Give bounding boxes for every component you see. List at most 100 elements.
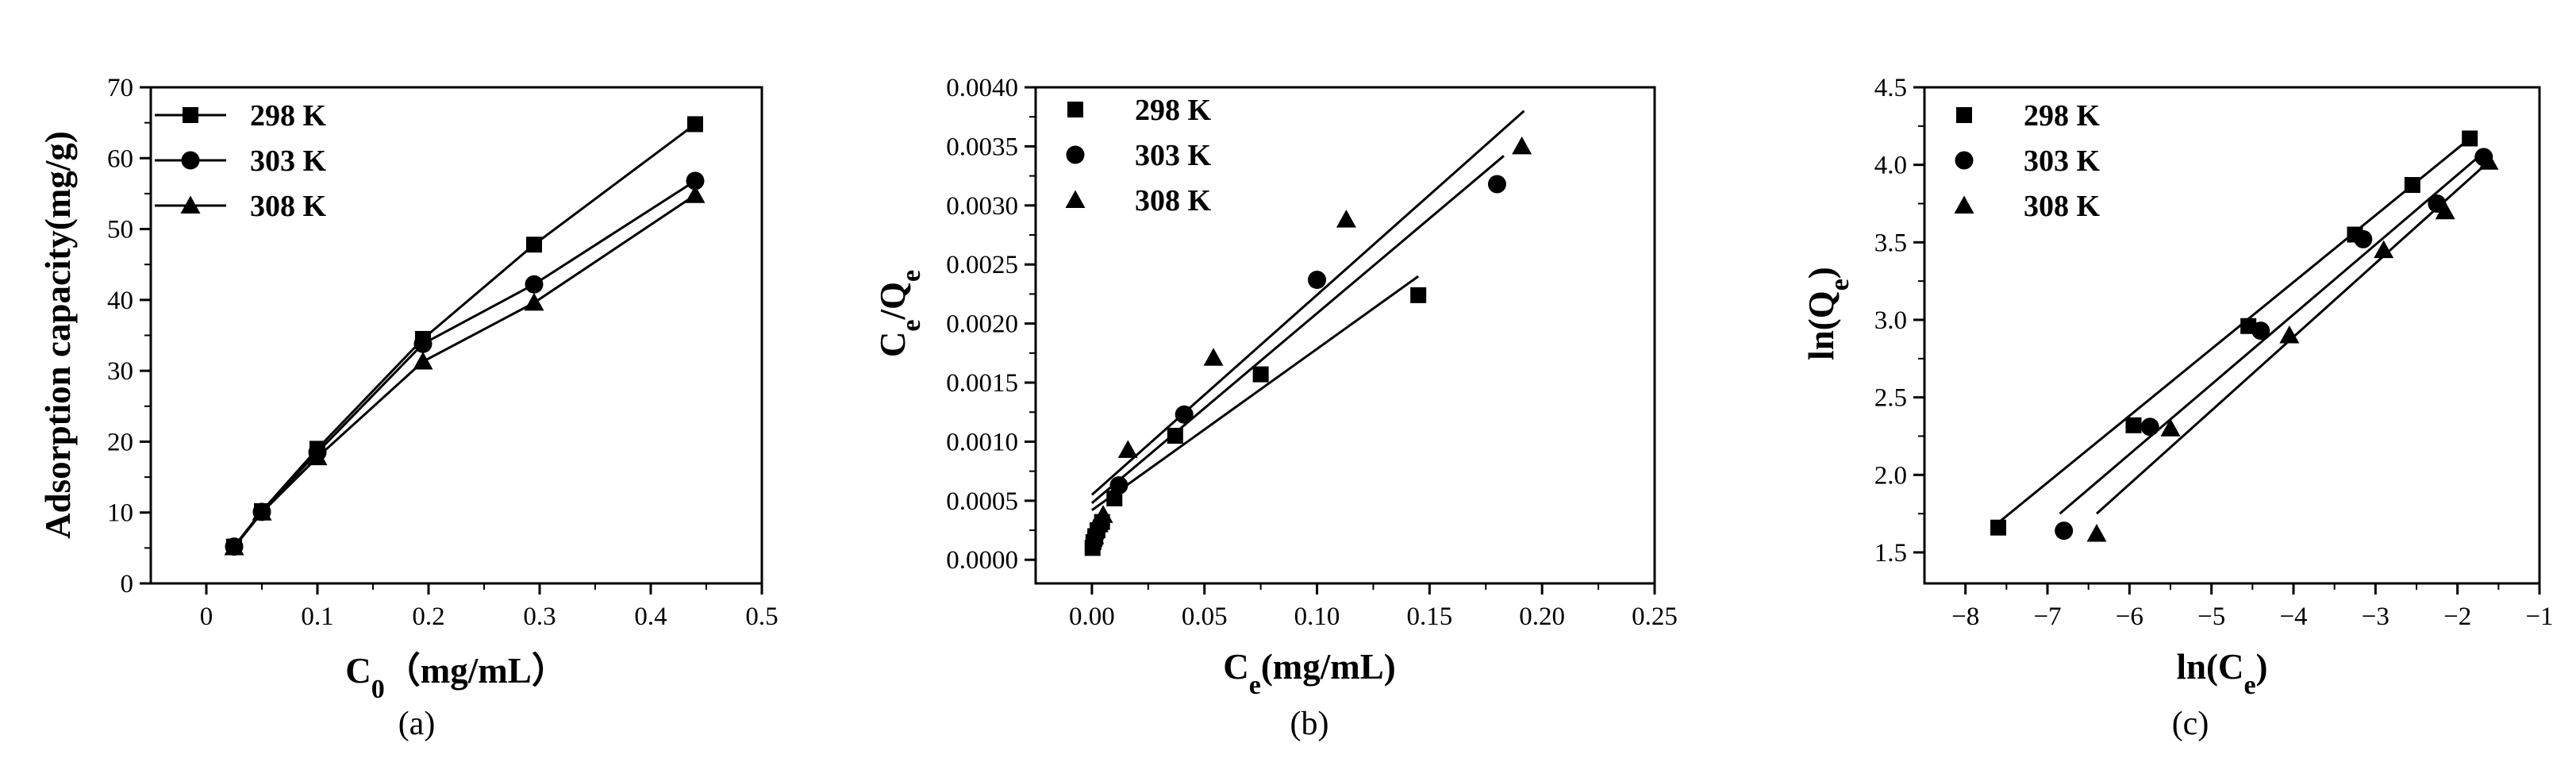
panel-c-grid-ticks: −8 −7 −6 −5 −4 −3 −2 −1 1.5 2.0 2.5 3.0 3.5 4.0 4.5: [1874, 74, 2554, 631]
panel-c: −8 −7 −6 −5 −4 −3 −2 −1 1.5 2.0 2.5 3.0 3.5 4.0 4.5 ln…: [1801, 74, 2554, 742]
panel-c-x-axis-label: ln(Ce): [2176, 647, 2267, 700]
panel-b-data-point: [1088, 514, 1109, 533]
panel-c-legend-marker: [1956, 107, 1972, 123]
panel-c-data-point: [2140, 418, 2159, 437]
panel-b-x-axis-label: Ce(mg/mL): [1223, 647, 1396, 700]
panel-b-legend-label: 298 K: [1135, 94, 1212, 127]
panel-c-x-tick-label: −6: [2116, 602, 2143, 631]
panel-c-y-tick-label: 2.0: [1874, 461, 1907, 490]
panel-b-y-tick-label: 0.0005: [946, 487, 1018, 516]
panel-c-data-point: [2055, 521, 2074, 541]
panel-a-data-point: [524, 292, 544, 311]
panel-a-legend-marker: [183, 107, 198, 123]
panel-a-y-tick-label: 50: [107, 216, 133, 244]
panel-a-data-point: [307, 447, 328, 466]
panel-c-data-point: [2251, 321, 2270, 341]
panel-b-x-tick-label: 0.00: [1069, 602, 1115, 631]
panel-a-x-axis-label: C0（mg/mL）: [345, 651, 567, 704]
panel-c-y-tick-label: 4.0: [1874, 152, 1907, 180]
panel-b-x-tick-label: 0.20: [1519, 602, 1565, 631]
panel-a-series-line-0: [233, 123, 696, 548]
panel-b-data-point: [1117, 440, 1138, 458]
panel-c-x-tick-label: −7: [2033, 602, 2061, 631]
panel-b-y-tick-label: 0.0040: [946, 74, 1018, 102]
panel-c-x-tick-label: −4: [2279, 602, 2307, 631]
panel-c-data-point: [2125, 417, 2142, 433]
panel-b-y-axis-label: Ce/Qe: [873, 270, 926, 357]
panel-a-x-tick-label: 0.3: [523, 602, 556, 631]
panel-c-x-tick-label: −3: [2362, 602, 2390, 631]
panel-b-legend-marker: [1067, 102, 1083, 117]
panel-c-legend: 298 K 303 K 308 K: [1954, 99, 2101, 223]
panel-a-y-tick-label: 0: [121, 570, 134, 598]
panel-b-legend-label: 303 K: [1135, 139, 1212, 172]
panel-b-data-point: [1167, 427, 1183, 444]
panel-a-series-line-2: [233, 194, 696, 548]
panel-b-x-tick-label: 0.05: [1182, 602, 1228, 631]
panel-b-fit-lines: [1090, 110, 1525, 511]
panel-b-axes-frame: [1034, 86, 1656, 585]
panel-b-fit-line-1: [1090, 155, 1505, 504]
panel-b-caption: (b): [1290, 706, 1329, 742]
panel-b-data-point: [1336, 210, 1356, 228]
panel-b-data-point: [1203, 348, 1224, 366]
panel-a-markers: [224, 116, 706, 556]
panel-a-data-point: [686, 171, 705, 190]
panel-b-data-point: [1410, 287, 1427, 303]
panel-b-y-tick-label: 0.0020: [946, 310, 1018, 339]
panel-c-data-point: [2160, 418, 2181, 437]
panel-a-y-tick-label: 70: [107, 74, 133, 102]
panel-b-data-point: [1109, 475, 1128, 495]
panel-a-legend: 298 K 303 K 308 K: [155, 99, 327, 223]
panel-a-x-tick-label: 0.1: [301, 602, 333, 631]
panel-c-data-point: [2462, 130, 2478, 147]
panel-b-legend-label: 308 K: [1135, 184, 1212, 217]
panel-b-legend-marker: [1066, 145, 1085, 164]
panel-b-x-tick-label: 0.10: [1294, 602, 1340, 631]
panel-a-y-tick-label: 20: [107, 428, 133, 456]
panel-c-x-tick-label: −1: [2525, 602, 2553, 631]
panel-a-legend-marker: [180, 195, 201, 214]
panel-c-data-point: [2354, 229, 2373, 248]
panel-c-y-tick-label: 3.5: [1874, 229, 1907, 257]
panel-b-x-tick-label: 0.15: [1406, 602, 1452, 631]
panel-c-x-tick-label: −8: [1951, 602, 1979, 631]
panel-b-y-tick-label: 0.0015: [946, 369, 1018, 398]
panel-c-y-tick-label: 4.5: [1874, 74, 1907, 102]
panel-c-data-point: [2404, 177, 2420, 194]
panel-c-fit-line-1: [2059, 151, 2485, 515]
panel-a-x-tick-label: 0.2: [412, 602, 444, 631]
panel-b-data-point: [1175, 405, 1194, 424]
panel-a-lines: [233, 123, 696, 548]
panel-c-caption: (c): [2172, 706, 2209, 742]
panel-a-data-point: [687, 116, 703, 133]
panel-b-x-tick-label: 0.25: [1632, 602, 1678, 631]
panel-b-y-tick-label: 0.0035: [946, 133, 1018, 161]
panel-c-legend-marker: [1954, 195, 1974, 214]
panel-a-x-tick-label: 0: [200, 602, 213, 631]
panel-b-legend-marker: [1065, 190, 1086, 208]
panel-c-markers: [1990, 130, 2499, 542]
panel-b-legend: 298 K 303 K 308 K: [1065, 94, 1212, 217]
panel-c-axes-frame: [1923, 86, 2541, 585]
panel-a-data-point: [252, 502, 272, 521]
panel-b-y-tick-label: 0.0030: [946, 192, 1018, 221]
panel-a-legend-label: 298 K: [250, 99, 327, 133]
panel-c-legend-marker: [1955, 151, 1974, 170]
panel-a-y-tick-label: 10: [107, 499, 133, 528]
panel-a-legend-marker: [181, 151, 200, 170]
panel-a-x-tick-label: 0.4: [634, 602, 667, 631]
panel-c-data-point: [2086, 524, 2107, 542]
panel-b-fit-line-2: [1090, 110, 1525, 496]
panel-a-data-point: [224, 537, 244, 556]
panel-a-legend-label: 303 K: [250, 144, 327, 178]
panel-c-legend-label: 303 K: [2024, 144, 2101, 178]
panel-a-data-point: [685, 185, 706, 203]
panel-b-markers: [1084, 136, 1532, 556]
panel-b-data-point: [1093, 505, 1113, 523]
panel-a-data-point: [413, 334, 433, 353]
panel-b-data-point: [1308, 271, 1327, 290]
panel-b-grid-ticks: 0.00 0.05 0.10 0.15 0.20 0.25 0.0000 0.0005 0.00…: [946, 74, 1678, 631]
panel-c-y-tick-label: 3.0: [1874, 306, 1907, 335]
